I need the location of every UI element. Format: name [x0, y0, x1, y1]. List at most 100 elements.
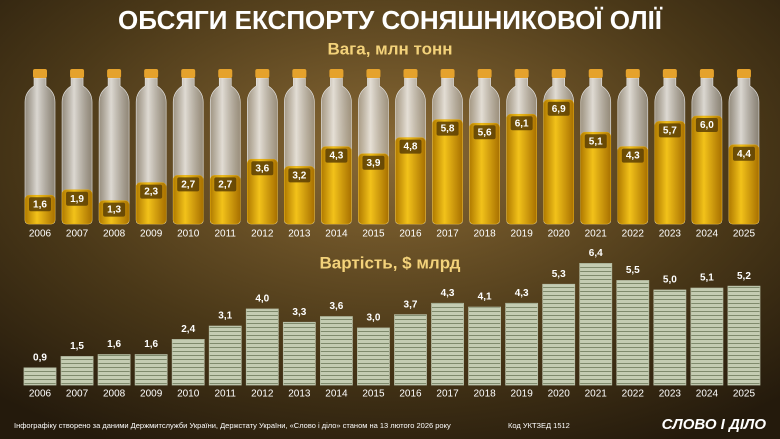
- bar: [432, 119, 463, 225]
- footer-code: Код УКТЗЕД 1512: [508, 421, 570, 430]
- value-label: 3,6: [329, 301, 343, 312]
- value-label: 5,5: [626, 265, 640, 276]
- x-tick-label: 2024: [696, 389, 719, 400]
- bar: [247, 158, 278, 225]
- x-tick-label: 2019: [511, 229, 534, 240]
- bar: [543, 99, 574, 225]
- value-label: 1,3: [107, 205, 121, 216]
- bar: [60, 356, 94, 386]
- value-label: 3,7: [404, 299, 418, 310]
- value-label: 2,4: [181, 324, 195, 335]
- label-bg: [251, 161, 274, 176]
- x-tick-label: 2016: [399, 389, 422, 400]
- value-label: 4,3: [441, 288, 455, 299]
- bottle-cap: [440, 69, 455, 78]
- bottle-cap: [255, 69, 270, 78]
- value-label: 3,9: [366, 158, 380, 169]
- label-bg: [732, 146, 755, 161]
- value-label: 3,1: [218, 311, 232, 322]
- subtitle: Вартість, $ млрд: [320, 253, 461, 272]
- label-bg: [399, 139, 422, 154]
- bar: [505, 302, 539, 386]
- label-bg: [29, 197, 51, 212]
- footer-source: Інфографіку створено за даними Держмитсл…: [14, 421, 451, 430]
- value-label: 2,3: [144, 187, 158, 198]
- x-tick-label: 2006: [29, 229, 52, 240]
- bottle-cap: [292, 69, 307, 78]
- x-tick-label: 2023: [659, 229, 682, 240]
- bottle-cap: [218, 69, 233, 78]
- subtitle: Вага, млн тонн: [327, 39, 452, 58]
- value-label: 6,4: [589, 248, 603, 259]
- x-tick-label: 2009: [140, 229, 163, 240]
- bar: [394, 314, 427, 386]
- bar: [616, 280, 650, 386]
- bar: [208, 325, 242, 386]
- x-tick-label: 2013: [288, 229, 311, 240]
- x-tick-label: 2011: [214, 389, 236, 400]
- x-tick-label: 2012: [251, 389, 274, 400]
- label-bg: [473, 125, 496, 140]
- x-tick-label: 2020: [548, 389, 571, 400]
- bottle-cap: [514, 69, 529, 78]
- label-bg: [547, 101, 570, 116]
- bar: [654, 121, 686, 225]
- x-tick-label: 2007: [66, 229, 89, 240]
- value-label: 5,3: [552, 269, 566, 280]
- label-bg: [621, 148, 644, 163]
- bar: [319, 316, 353, 386]
- value-label: 1,6: [107, 339, 121, 350]
- bar: [691, 115, 723, 225]
- value-label: 4,0: [255, 294, 269, 305]
- bottle-cap: [588, 69, 603, 78]
- x-tick-label: 2009: [140, 389, 163, 400]
- label-bg: [325, 148, 348, 163]
- label-bg: [362, 155, 385, 170]
- x-tick-label: 2014: [325, 229, 348, 240]
- x-tick-label: 2010: [177, 229, 200, 240]
- value-label: 5,1: [700, 273, 714, 284]
- bar: [357, 327, 390, 386]
- value-label: 2,7: [181, 180, 195, 191]
- value-label: 5,1: [589, 136, 603, 147]
- bottle-cap: [551, 69, 566, 78]
- value-label: 5,2: [737, 271, 751, 282]
- x-tick-label: 2021: [585, 389, 608, 400]
- value-label: 3,0: [366, 313, 380, 324]
- value-label: 6,1: [515, 118, 529, 129]
- bar: [97, 354, 131, 386]
- bottle-cap: [70, 69, 85, 78]
- x-tick-label: 2008: [103, 229, 126, 240]
- bottle-cap: [699, 69, 714, 78]
- x-tick-label: 2020: [548, 229, 571, 240]
- bar: [506, 113, 537, 225]
- label-bg: [658, 123, 681, 138]
- x-tick-label: 2024: [696, 229, 719, 240]
- label-bg: [288, 168, 311, 183]
- bar: [728, 144, 760, 225]
- value-label: 1,6: [33, 199, 47, 210]
- bottle-cap: [329, 69, 344, 78]
- bottle-cap: [144, 69, 159, 78]
- bar: [245, 308, 279, 386]
- value-label: 3,3: [292, 307, 306, 318]
- label-bg: [695, 118, 718, 132]
- x-tick-label: 2010: [177, 389, 200, 400]
- bar: [431, 302, 464, 386]
- value-label: 1,6: [144, 339, 158, 350]
- bar: [23, 367, 57, 386]
- x-tick-label: 2015: [362, 229, 385, 240]
- value-label: 1,9: [70, 194, 84, 205]
- label-bg: [510, 116, 533, 131]
- label-bg: [103, 202, 126, 217]
- x-tick-label: 2007: [66, 389, 89, 400]
- x-tick-label: 2025: [733, 229, 756, 240]
- x-tick-label: 2025: [733, 389, 756, 400]
- bar: [727, 285, 761, 386]
- bar: [321, 146, 352, 225]
- bar: [171, 338, 205, 386]
- x-tick-label: 2019: [511, 389, 534, 400]
- bar: [542, 283, 576, 386]
